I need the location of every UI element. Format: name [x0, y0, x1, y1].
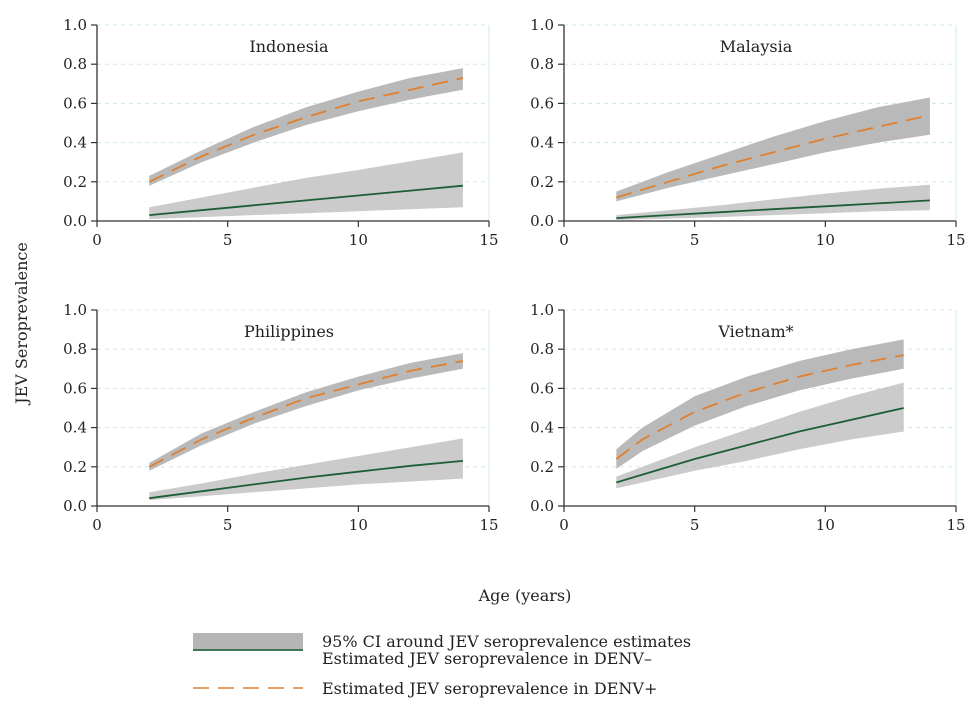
x-tick-label: 10 [349, 231, 368, 249]
y-tick-label: 0.2 [63, 173, 87, 191]
chart-panel: 0.0 0.2 0.4 0.6 0.8 1.0 0 5 10 15 Malaysia [530, 16, 965, 249]
panel-title: Indonesia [249, 37, 329, 56]
ci-band [616, 184, 930, 220]
legend-ci-swatch [193, 633, 303, 651]
y-tick-label: 0.0 [530, 212, 554, 230]
x-tick-label: 15 [946, 231, 965, 249]
y-tick-label: 0.8 [530, 55, 554, 73]
y-tick-label: 0.6 [530, 379, 554, 397]
ci-band [616, 382, 904, 489]
ci-band [149, 152, 463, 219]
ci-band [149, 353, 463, 471]
panel-title: Malaysia [720, 37, 793, 56]
y-tick-label: 0.8 [530, 340, 554, 358]
y-axis-label: JEV Seroprevalence [12, 242, 31, 406]
ci-band [149, 68, 463, 186]
y-tick-label: 1.0 [63, 301, 87, 319]
legend: 95% CI around JEV seroprevalence estimat… [193, 632, 691, 698]
y-tick-label: 0.4 [530, 419, 554, 437]
y-tick-label: 0.8 [63, 55, 87, 73]
ci-band [616, 339, 904, 469]
y-tick-label: 0.6 [530, 94, 554, 112]
legend-denv-positive-label: Estimated JEV seroprevalence in DENV+ [322, 679, 657, 698]
chart-panel: 0.0 0.2 0.4 0.6 0.8 1.0 0 5 10 15 Philippines [63, 301, 498, 534]
series-line-denv-negative [616, 199, 930, 219]
y-tick-label: 0.4 [63, 419, 87, 437]
y-tick-label: 0.2 [530, 458, 554, 476]
series-line-denv-positive [148, 360, 464, 468]
x-tick-label: 10 [816, 231, 835, 249]
y-tick-label: 0.6 [63, 94, 87, 112]
series-line-denv-negative [616, 407, 904, 484]
chart-panels: 0.00.20.40.60.81.00 5 10 15Indonesia0.00.20… [63, 16, 965, 534]
x-tick-label: 10 [816, 516, 835, 534]
y-tick-label: 0.0 [63, 497, 87, 515]
x-tick-label: 0 [92, 231, 102, 249]
y-tick-label: 0.2 [530, 173, 554, 191]
x-tick-label: 15 [479, 516, 498, 534]
y-tick-label: 1.0 [530, 16, 554, 34]
series-line-denv-positive [148, 77, 464, 183]
x-tick-label: 15 [479, 231, 498, 249]
x-tick-label: 0 [92, 516, 102, 534]
y-tick-label: 0.0 [63, 212, 87, 230]
x-tick-label: 5 [223, 516, 233, 534]
x-tick-label: 10 [349, 516, 368, 534]
series-line-denv-positive [616, 114, 931, 199]
panel-title: Vietnam* [717, 322, 793, 341]
ci-band [149, 438, 463, 501]
x-tick-label: 0 [559, 516, 569, 534]
x-tick-label: 5 [223, 231, 233, 249]
x-tick-label: 0 [559, 231, 569, 249]
panel-title: Philippines [244, 322, 334, 341]
chart-panel: 0.0 0.2 0.4 0.6 0.8 1.0 0 5 10 15 Vietnam* [530, 301, 965, 534]
y-tick-label: 0.0 [530, 497, 554, 515]
x-tick-label: 5 [690, 231, 700, 249]
series-line-denv-negative [149, 184, 463, 216]
series-line-denv-positive [615, 354, 904, 460]
x-tick-label: 5 [690, 516, 700, 534]
series-line-denv-negative [149, 460, 463, 500]
y-tick-label: 0.6 [63, 379, 87, 397]
y-tick-label: 1.0 [530, 301, 554, 319]
y-tick-label: 0.2 [63, 458, 87, 476]
x-axis-label: Age (years) [478, 586, 572, 605]
x-tick-label: 15 [946, 516, 965, 534]
y-tick-label: 0.4 [63, 134, 87, 152]
y-tick-label: 0.4 [530, 134, 554, 152]
ci-band [616, 97, 930, 202]
legend-ci-label: 95% CI around JEV seroprevalence estimat… [322, 632, 691, 651]
y-tick-label: 1.0 [63, 16, 87, 34]
chart-panel: 0.0 0.2 0.4 0.6 0.8 1.0 0 5 10 15 Indonesia [63, 16, 498, 249]
legend-denv-negative-label: Estimated JEV seroprevalence in DENV– [322, 649, 652, 668]
y-tick-label: 0.8 [63, 340, 87, 358]
